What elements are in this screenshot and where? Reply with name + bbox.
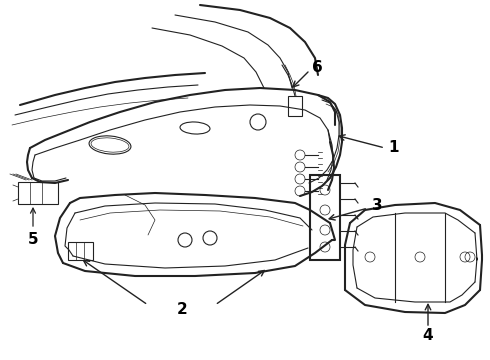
Text: 5: 5 — [28, 231, 38, 247]
Text: 1: 1 — [388, 140, 398, 156]
Text: 3: 3 — [372, 198, 383, 213]
Text: 2: 2 — [176, 302, 187, 318]
Text: 4: 4 — [423, 328, 433, 343]
Text: 6: 6 — [312, 60, 323, 76]
